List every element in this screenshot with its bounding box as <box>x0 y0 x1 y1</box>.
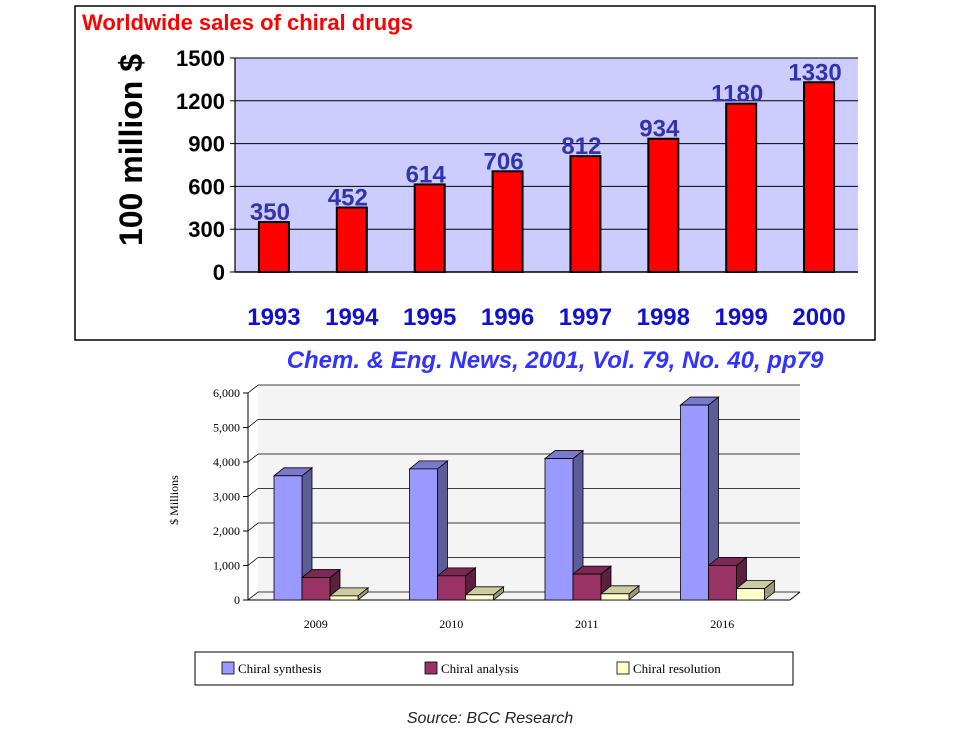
bar-1995 <box>413 183 446 273</box>
x-tick-label-1994: 1994 <box>325 304 379 331</box>
gridline-diag <box>247 591 259 601</box>
y-axis-label: 100 million $ <box>113 54 149 246</box>
legend-swatch-chiral-synthesis <box>221 661 235 675</box>
data-label-2000: 1330 <box>788 59 841 86</box>
y-tick-label: 4,000 <box>213 455 240 469</box>
y-tick-label: 2,000 <box>213 524 240 538</box>
x-tick-label-1998: 1998 <box>637 304 690 331</box>
y-tick-label: 6,000 <box>213 386 240 400</box>
bar-1994 <box>335 206 368 273</box>
legend-label-chiral-resolution: Chiral resolution <box>633 661 721 676</box>
bottom-y-axis-label: $ Millions <box>167 475 181 525</box>
gridline-diag <box>247 522 259 532</box>
y-tick-label: 300 <box>188 217 225 242</box>
bar-chiral-synthesis-2009 <box>272 466 314 601</box>
bar-2000 <box>803 81 836 274</box>
bar-1997 <box>569 155 602 273</box>
bar-chiral-synthesis-2010 <box>408 460 449 601</box>
y-tick-label: 5,000 <box>213 421 240 435</box>
data-label-1997: 812 <box>561 133 601 160</box>
data-label-1995: 614 <box>406 161 447 188</box>
x-tick-label-1997: 1997 <box>559 304 612 331</box>
legend-swatch-chiral-resolution <box>616 661 630 675</box>
bar-chiral-resolution-2016 <box>735 579 776 601</box>
y-tick-label: 0 <box>213 260 225 285</box>
data-label-1993: 350 <box>250 199 290 226</box>
x-tick-label-2011: 2011 <box>575 617 599 631</box>
x-axis-diag <box>789 591 801 601</box>
legend-box <box>194 651 794 686</box>
y-tick-label: 1,000 <box>213 559 240 573</box>
legend-swatch-chiral-analysis <box>424 661 438 675</box>
legend-label-chiral-analysis: Chiral analysis <box>441 661 519 676</box>
gridline-diag <box>247 419 259 428</box>
x-tick-label-1993: 1993 <box>247 304 300 331</box>
chart-title: Worldwide sales of chiral drugs <box>82 10 413 35</box>
y-tick-label: 600 <box>188 174 225 199</box>
bar-chiral-analysis-2010 <box>436 567 477 601</box>
bar-chiral-synthesis-2011 <box>543 449 585 601</box>
legend: Chiral synthesis Chiral analysis Chiral re… <box>194 651 794 686</box>
x-tick-label-1999: 1999 <box>714 304 767 331</box>
legend-label-chiral-synthesis: Chiral synthesis <box>238 661 321 676</box>
y-tick-label: 900 <box>188 132 225 157</box>
x-tick-label-2016: 2016 <box>710 617 734 631</box>
x-tick-label-1995: 1995 <box>403 304 456 331</box>
bar-1999 <box>725 102 758 273</box>
y-tick-label: 0 <box>234 593 240 607</box>
bar-chiral-analysis-2011 <box>571 565 613 601</box>
bar-chiral-resolution-2009 <box>328 587 370 601</box>
data-label-1999: 1180 <box>711 81 763 108</box>
bar-chiral-resolution-2010 <box>464 585 505 601</box>
bcc-source: Source: BCC Research <box>406 710 574 727</box>
data-label-1994: 452 <box>328 185 368 212</box>
bar-1996 <box>491 170 524 273</box>
bar-chiral-resolution-2011 <box>599 584 641 601</box>
plot-wall <box>248 385 800 600</box>
gridline-diag <box>247 488 259 497</box>
y-tick-label: 1200 <box>176 89 225 114</box>
x-tick-label-2010: 2010 <box>439 617 463 631</box>
gridline-diag <box>247 384 259 394</box>
x-tick-label-1996: 1996 <box>481 304 534 331</box>
x-tick-label-2000: 2000 <box>792 304 845 331</box>
bar-chiral-analysis-2009 <box>300 568 342 601</box>
data-label-1998: 934 <box>639 116 680 143</box>
gridline-diag <box>247 557 259 566</box>
chiral-drug-sales-chart: 0 300 600 900 1200 1500 350 1993 452 1994 614 1995 7… <box>74 5 876 341</box>
data-label-1996: 706 <box>484 148 524 175</box>
y-tick-label: 3,000 <box>213 490 240 504</box>
gridline-diag <box>247 453 259 463</box>
x-tick-label-2009: 2009 <box>304 617 328 631</box>
bar-1993 <box>257 221 290 273</box>
citation: Chem. & Eng. News, 2001, Vol. 79, No. 40… <box>286 347 824 374</box>
y-tick-label: 1500 <box>176 46 225 71</box>
bar-1998 <box>647 137 680 273</box>
